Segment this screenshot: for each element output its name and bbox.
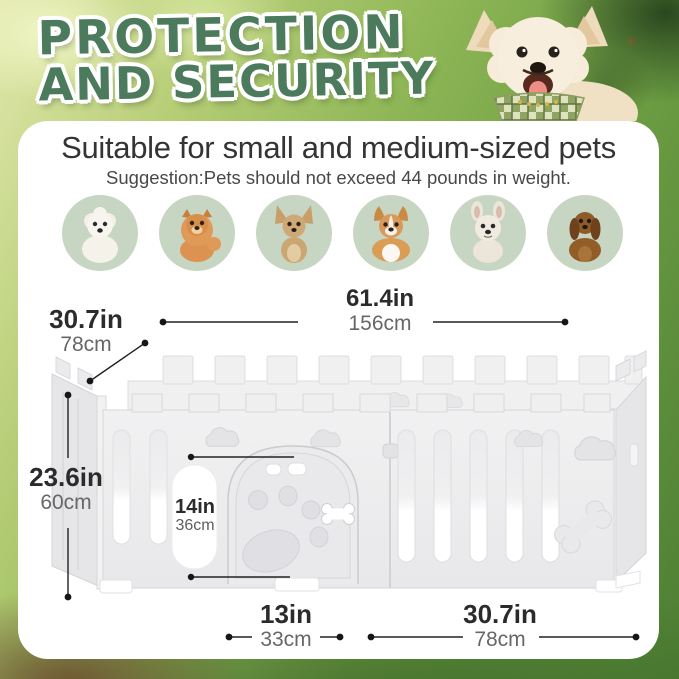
door-width-cm: 33cm [260,628,312,651]
door-width-inches: 13in [259,599,313,629]
maltese-dog-icon [62,195,138,271]
page-title: PROTECTION AND SECURITY [37,5,436,112]
title-line-2: AND SECURITY [37,51,436,112]
top-width-inches: 61.4in [345,285,415,312]
door-height-cm: 36cm [175,517,215,534]
side-depth-cm: 78cm [60,333,112,356]
height-cm: 60cm [40,491,92,514]
dimension-top-width: 61.4in 156cm [346,287,414,335]
door-height-inches: 14in [174,496,216,518]
french-bulldog-icon [450,195,526,271]
pet-breed-row [0,195,679,271]
card-suggestion: Suggestion:Pets should not exceed 44 pou… [106,167,571,188]
panel-width-inches: 30.7in [463,599,537,629]
corgi-dog-icon [353,195,429,271]
panel-width-cm: 78cm [474,628,526,651]
chihuahua-dog-icon [256,195,332,271]
card-heading: Suitable for small and medium-sized pets [61,130,616,165]
dimension-door-width: 13in 33cm [260,601,312,651]
pomeranian-dog-icon [159,195,235,271]
top-width-cm: 156cm [348,312,412,335]
dimension-height: 23.6in 60cm [29,464,103,514]
chihuahua-photo [466,6,638,121]
dachshund-dog-icon [547,195,623,271]
dimension-panel-width: 30.7in 78cm [463,601,537,651]
dimension-side-depth: 30.7in 78cm [49,306,123,356]
dimension-door-height: 14in 36cm [175,497,215,535]
height-inches: 23.6in [29,462,103,492]
side-depth-inches: 30.7in [49,304,123,334]
